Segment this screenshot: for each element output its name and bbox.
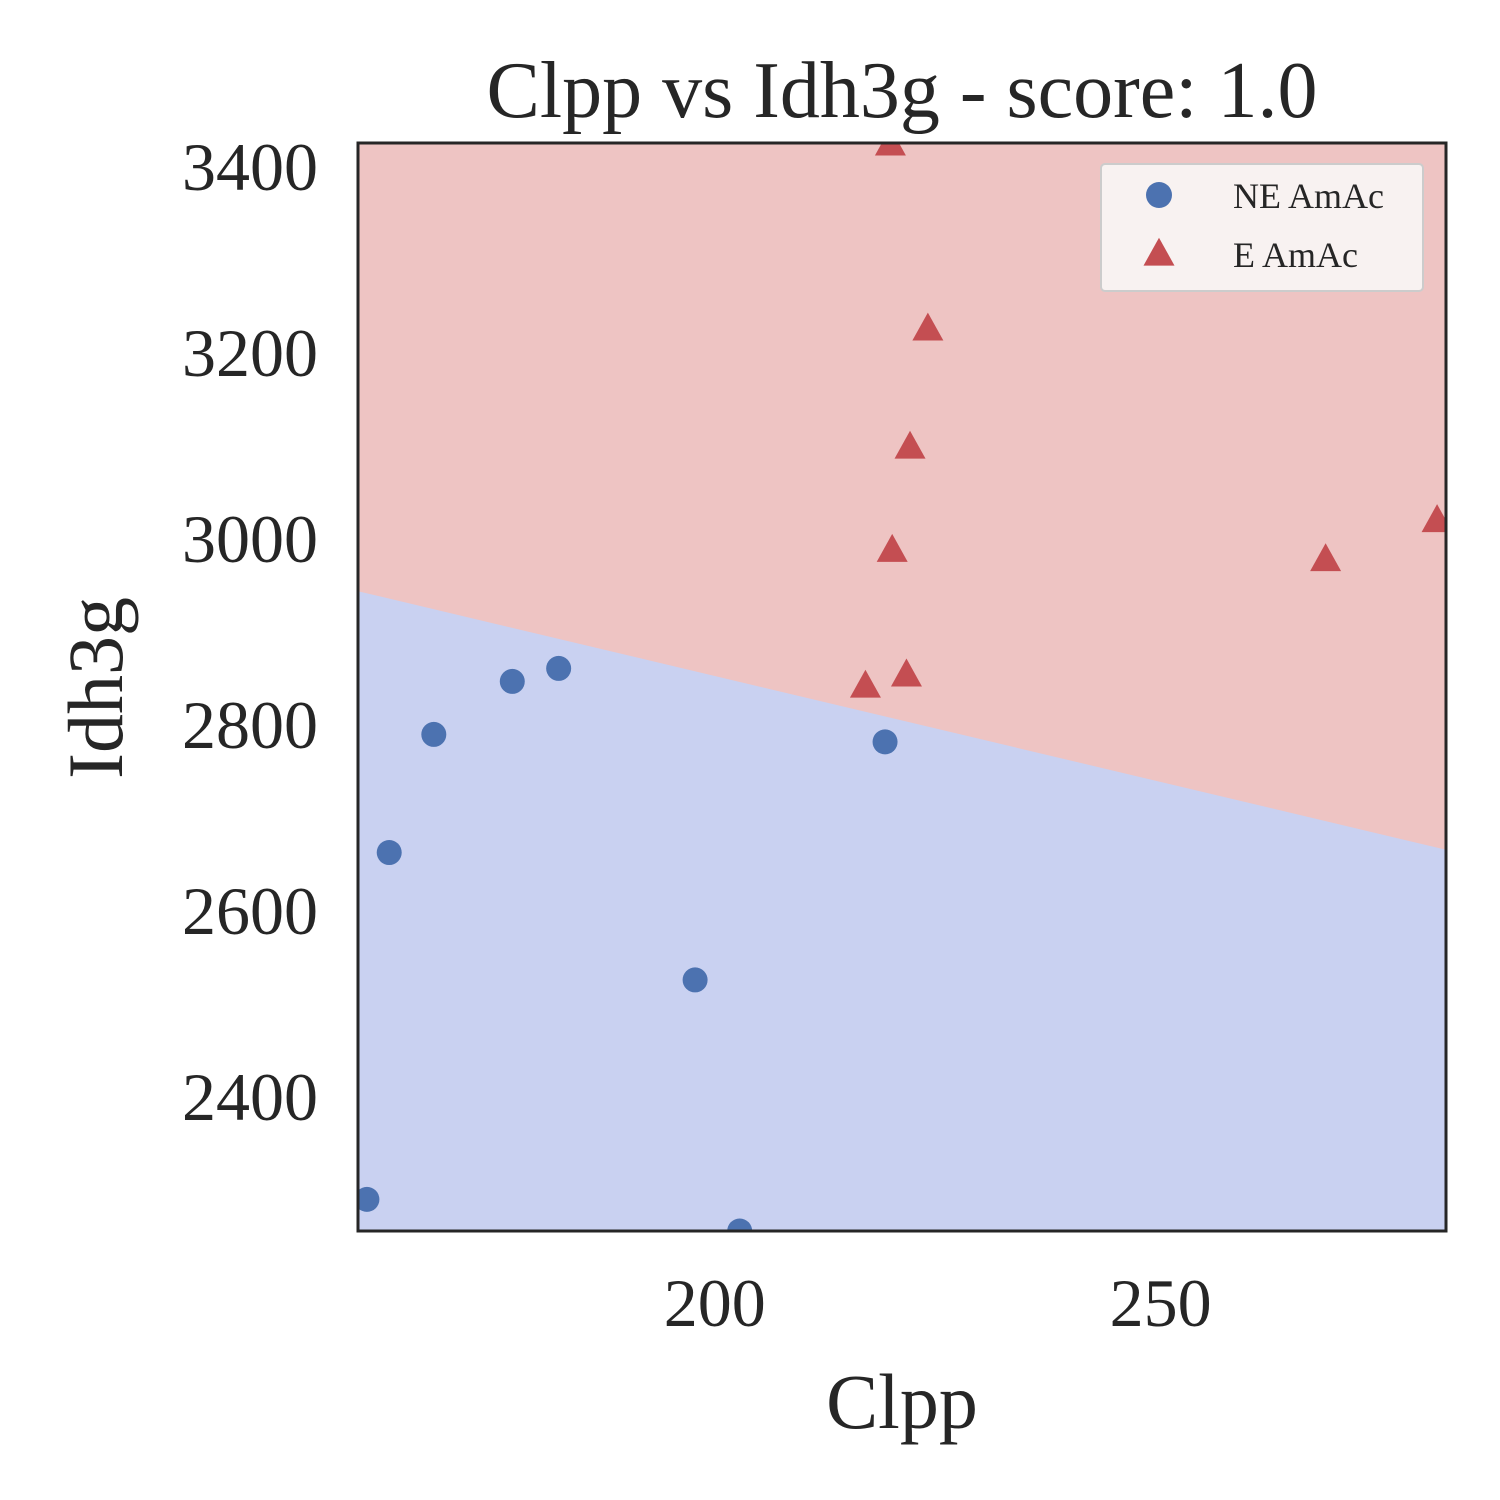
legend-marker-ne-amac	[1146, 182, 1172, 208]
legend-marker-e-amac	[1143, 237, 1175, 266]
x-axis-ticks: 200 250	[664, 1265, 1212, 1341]
chart-title: Clpp vs Idh3g - score: 1.0	[486, 47, 1317, 135]
legend-box	[1100, 163, 1424, 292]
y-axis-label: Idh3g	[52, 597, 139, 779]
plot-area	[358, 143, 1446, 1231]
x-axis-label: Clpp	[826, 1358, 978, 1445]
point-ne-amac-5	[682, 967, 708, 993]
point-e-amac-1	[912, 312, 944, 341]
point-ne-amac-3	[499, 668, 525, 694]
legend-label-e-amac: E AmAc	[1233, 235, 1358, 275]
point-e-amac-2	[894, 430, 926, 459]
point-ne-amac-7	[872, 729, 898, 755]
point-ne-amac-6	[727, 1218, 753, 1231]
point-ne-amac-4	[546, 655, 572, 681]
point-e-amac-0	[874, 143, 906, 156]
legend: NE AmAc E AmAc	[1100, 163, 1424, 292]
points-layer	[358, 143, 1446, 1231]
y-tick-label-2600: 2600	[182, 873, 318, 949]
point-e-amac-3	[876, 533, 908, 562]
point-ne-amac-0	[358, 1186, 380, 1212]
legend-label-ne-amac: NE AmAc	[1233, 176, 1384, 216]
y-tick-label-3000: 3000	[182, 501, 318, 577]
point-e-amac-7	[1421, 504, 1446, 533]
y-tick-label-3200: 3200	[182, 315, 318, 391]
x-tick-label-200: 200	[664, 1265, 766, 1341]
y-tick-label-2800: 2800	[182, 687, 318, 763]
point-e-amac-5	[849, 669, 881, 698]
y-axis-ticks: 2400 2600 2800 3000 3200 3400	[182, 129, 318, 1135]
point-e-amac-6	[1310, 543, 1342, 572]
point-ne-amac-1	[376, 840, 402, 866]
x-tick-label-250: 250	[1110, 1265, 1212, 1341]
plot-frame	[356, 141, 1448, 1233]
point-ne-amac-2	[421, 721, 447, 747]
point-e-amac-4	[890, 658, 922, 687]
y-tick-label-2400: 2400	[182, 1059, 318, 1135]
region-below-boundary	[358, 591, 1446, 1231]
y-tick-label-3400: 3400	[182, 129, 318, 205]
